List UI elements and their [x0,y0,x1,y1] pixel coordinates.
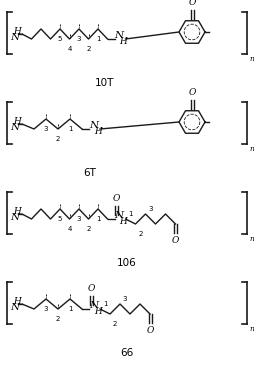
Text: 1: 1 [68,126,72,132]
Text: 4: 4 [67,46,72,52]
Text: 3: 3 [77,216,81,222]
Text: 2: 2 [86,226,91,232]
Text: O: O [146,326,154,335]
Text: 3: 3 [44,126,48,132]
Text: 1: 1 [128,211,133,217]
Text: N: N [10,213,19,221]
Text: n: n [249,325,254,333]
Text: N: N [10,302,19,312]
Text: 4: 4 [67,226,72,232]
Text: 1: 1 [96,216,100,222]
Text: 1: 1 [96,36,100,42]
Text: N: N [115,32,124,40]
Text: H: H [13,26,21,36]
Text: 1: 1 [103,301,107,307]
Text: O: O [188,88,196,97]
Text: n: n [249,145,254,153]
Text: 5: 5 [58,36,62,42]
Text: 3: 3 [77,36,81,42]
Text: H: H [13,207,21,216]
Text: H: H [13,116,21,125]
Text: 2: 2 [138,231,143,237]
Text: O: O [188,0,196,7]
Text: 1: 1 [68,306,72,312]
Text: N: N [89,121,98,131]
Text: 2: 2 [86,46,91,52]
Text: N: N [10,33,19,42]
Text: N: N [10,122,19,131]
Text: 66: 66 [120,348,134,358]
Text: O: O [113,194,120,203]
Text: H: H [94,127,102,135]
Text: N: N [89,302,98,311]
Text: 106: 106 [117,258,137,268]
Text: 5: 5 [58,216,62,222]
Text: H: H [119,217,127,227]
Text: 3: 3 [44,306,48,312]
Text: H: H [94,308,102,316]
Text: N: N [115,211,124,220]
Text: 3: 3 [123,296,127,302]
Text: n: n [249,55,254,63]
Text: 2: 2 [56,316,60,322]
Text: 2: 2 [113,321,117,327]
Text: O: O [87,284,95,293]
Text: H: H [119,36,127,46]
Text: n: n [249,235,254,243]
Text: H: H [13,296,21,305]
Text: O: O [172,236,179,245]
Text: 2: 2 [56,136,60,142]
Text: 6T: 6T [84,168,97,178]
Text: 3: 3 [148,206,153,212]
Text: 10T: 10T [95,78,115,88]
